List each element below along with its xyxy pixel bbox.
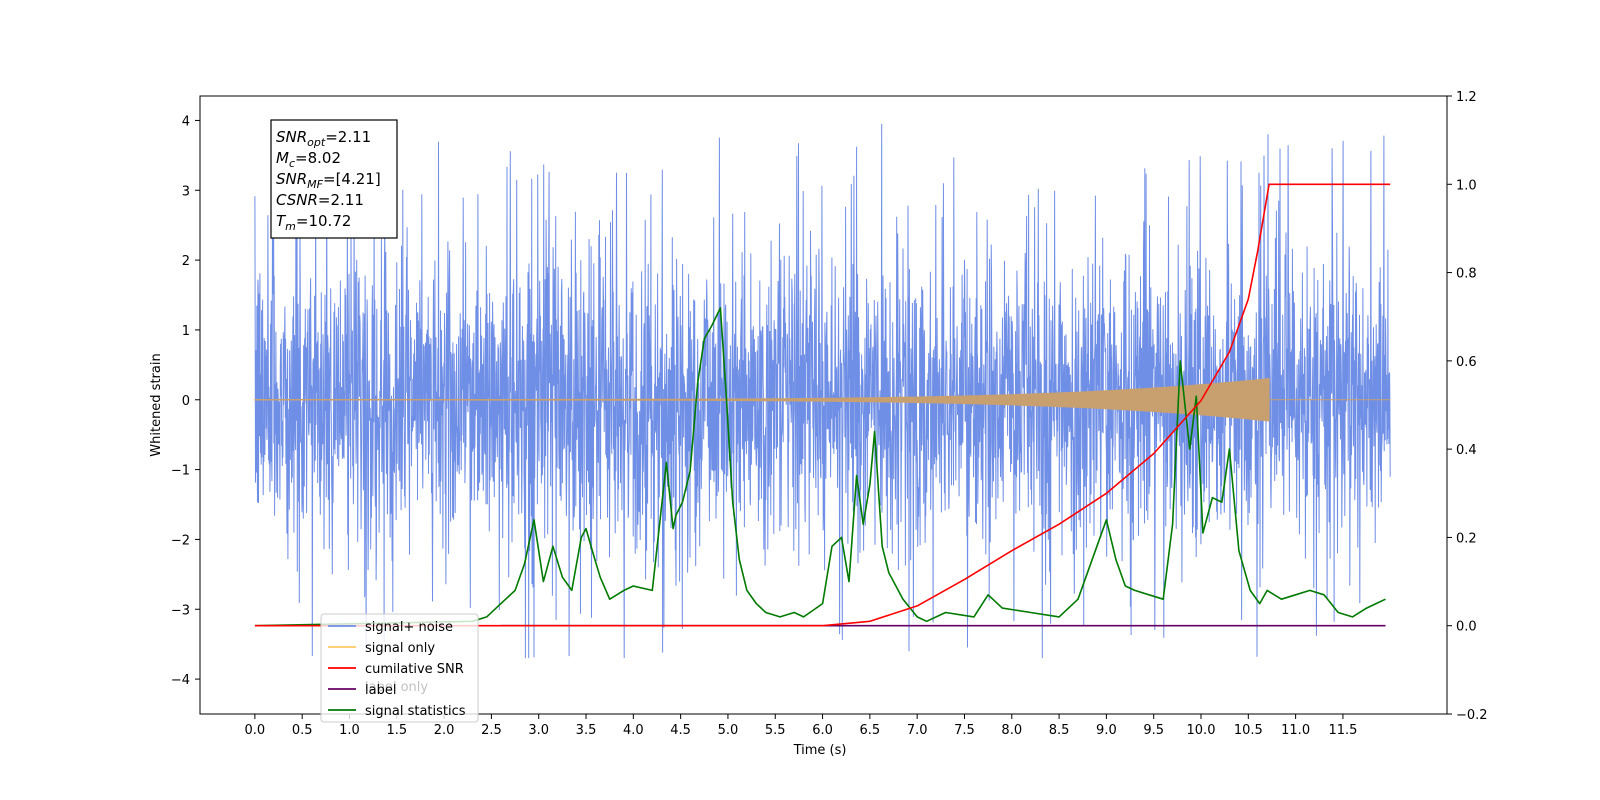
y-axis-right: 1.2 1.0 0.8 0.6 0.4 0.2 0.0 −0.2 (1447, 90, 1488, 723)
y-tick-label: −4 (171, 673, 190, 688)
x-tick-label: 10.0 (1187, 723, 1216, 738)
annotation-line: Mc=8.02 (276, 149, 341, 170)
legend-label: label (365, 683, 396, 698)
x-tick-label: 9.5 (1143, 723, 1164, 738)
x-tick-label: 1.0 (339, 723, 360, 738)
series-signal-only (254, 377, 1270, 422)
annotation-line: SNRMF=[4.21] (276, 170, 381, 191)
series-cumulative-snr (254, 183, 1391, 627)
x-tick-label: 1.5 (386, 723, 407, 738)
y-axis-left: 4 3 2 1 0 −1 −2 −3 −4 (171, 114, 200, 688)
legend: label only signal+ noise signal only cumila… (320, 613, 479, 723)
x-tick-label: 10.5 (1234, 723, 1263, 738)
x-tick-label: 3.0 (528, 723, 549, 738)
y-axis-label: Whitened strain (149, 353, 164, 456)
y-tick-label: 2 (182, 254, 190, 269)
x-tick-label: 5.0 (718, 723, 739, 738)
x-tick-label: 6.0 (812, 723, 833, 738)
y-tick-label: 0 (182, 394, 190, 409)
legend-label: signal only (365, 641, 435, 656)
y2-tick-label: 0.0 (1456, 620, 1477, 635)
y2-tick-label: −0.2 (1456, 708, 1488, 723)
y2-tick-label: 0.2 (1456, 531, 1477, 546)
x-axis-label: Time (s) (793, 743, 847, 758)
y-tick-label: 4 (182, 114, 190, 129)
x-tick-label: 11.5 (1328, 723, 1357, 738)
x-tick-label: 9.0 (1096, 723, 1117, 738)
annotation-line: Tm=10.72 (276, 212, 351, 233)
y-tick-label: 1 (182, 324, 190, 339)
x-tick-label: 4.5 (670, 723, 691, 738)
x-tick-label: 8.5 (1049, 723, 1070, 738)
legend-label: cumilative SNR (365, 662, 464, 677)
y-tick-label: 3 (182, 184, 190, 199)
x-axis: 0.0 0.5 1.0 1.5 2.0 2.5 3.0 3.5 4.0 4.5 5.0 5.5 6.0 6… (245, 714, 1357, 738)
x-tick-label: 0.0 (245, 723, 266, 738)
legend-label: signal statistics (365, 704, 466, 719)
legend-frame (320, 613, 479, 723)
hidden-label-only: label only (365, 680, 428, 695)
series-layer (254, 123, 1391, 659)
x-tick-label: 5.5 (765, 723, 786, 738)
y2-tick-label: 1.2 (1456, 90, 1477, 105)
x-tick-label: 11.0 (1281, 723, 1310, 738)
y2-tick-label: 0.4 (1456, 443, 1477, 458)
annotation-line: SNRopt=2.11 (276, 128, 371, 149)
series-signal-noise (254, 123, 1391, 659)
x-tick-label: 2.5 (481, 723, 502, 738)
annotation-line: CSNR=2.11 (276, 191, 364, 209)
x-tick-label: 8.0 (1001, 723, 1022, 738)
legend-label: signal+ noise (365, 620, 453, 635)
y-tick-label: −1 (171, 464, 190, 479)
y-tick-label: −3 (171, 603, 190, 618)
plot-frame (199, 95, 1448, 715)
x-tick-label: 7.0 (907, 723, 928, 738)
x-tick-label: 0.5 (292, 723, 313, 738)
x-tick-label: 7.5 (954, 723, 975, 738)
y2-tick-label: 0.6 (1456, 355, 1477, 370)
series-signal-statistics (254, 307, 1386, 627)
y2-tick-label: 1.0 (1456, 178, 1477, 193)
y2-tick-label: 0.8 (1456, 267, 1477, 282)
stats-annotation-frame (270, 119, 398, 239)
y-tick-label: −2 (171, 533, 190, 548)
x-tick-label: 2.0 (434, 723, 455, 738)
x-tick-label: 6.5 (860, 723, 881, 738)
x-tick-label: 3.5 (576, 723, 597, 738)
x-tick-label: 4.0 (623, 723, 644, 738)
